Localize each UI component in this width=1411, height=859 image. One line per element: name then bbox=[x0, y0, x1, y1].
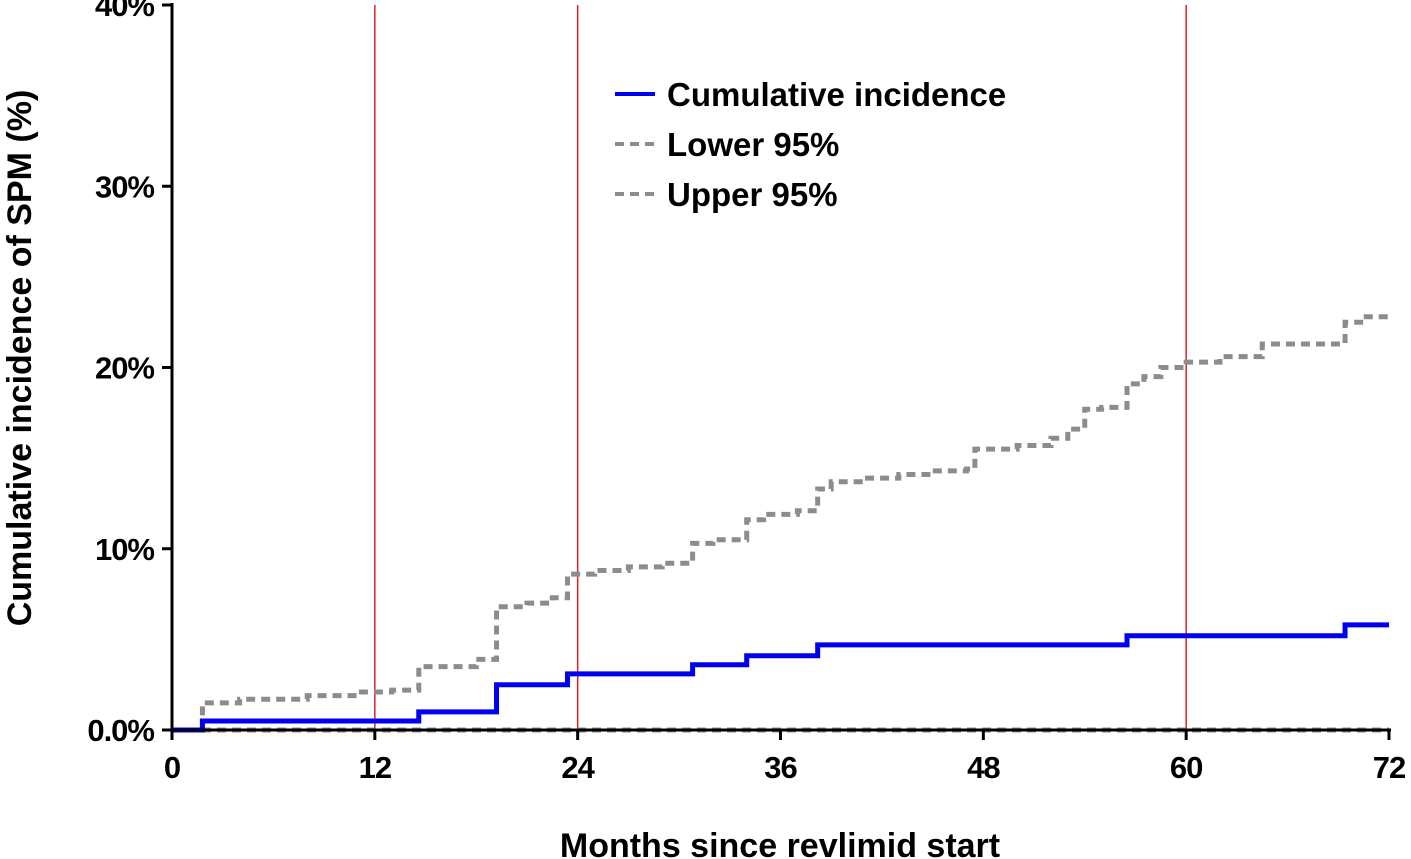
x-axis-title: Months since revlimid start bbox=[560, 827, 1000, 859]
legend-label-2: Upper 95% bbox=[667, 176, 838, 213]
y-tick-label-40: 40% bbox=[95, 0, 154, 23]
legend: Cumulative incidence Lower 95% Upper 95% bbox=[615, 76, 1006, 213]
y-tick-label-10: 10% bbox=[95, 532, 154, 567]
y-tick-label-30: 30% bbox=[95, 169, 154, 204]
tick-labels: 0 12 24 36 48 60 72 0.0% 10% 20% 30% 40% bbox=[87, 0, 1406, 785]
x-tick-label-36: 36 bbox=[764, 750, 797, 785]
x-tick-label-12: 12 bbox=[359, 750, 391, 785]
reference-lines bbox=[374, 5, 1187, 730]
x-tick-label-24: 24 bbox=[561, 750, 595, 785]
x-tick-label-48: 48 bbox=[967, 750, 1000, 785]
legend-label-0: Cumulative incidence bbox=[667, 76, 1006, 113]
x-tick-label-60: 60 bbox=[1170, 750, 1202, 785]
x-tick-label-0: 0 bbox=[164, 750, 180, 785]
y-tick-label-0: 0.0% bbox=[87, 713, 154, 748]
series-layer bbox=[172, 314, 1389, 733]
series-line-cumulative-incidence bbox=[172, 622, 1389, 733]
legend-label-1: Lower 95% bbox=[667, 126, 839, 163]
y-tick-label-20: 20% bbox=[95, 351, 154, 386]
series-line-upper-95 bbox=[172, 314, 1389, 733]
y-axis-title: Cumulative incidence of SPM (%) bbox=[1, 90, 39, 627]
axes bbox=[162, 3, 1391, 740]
x-tick-label-72: 72 bbox=[1373, 750, 1405, 785]
